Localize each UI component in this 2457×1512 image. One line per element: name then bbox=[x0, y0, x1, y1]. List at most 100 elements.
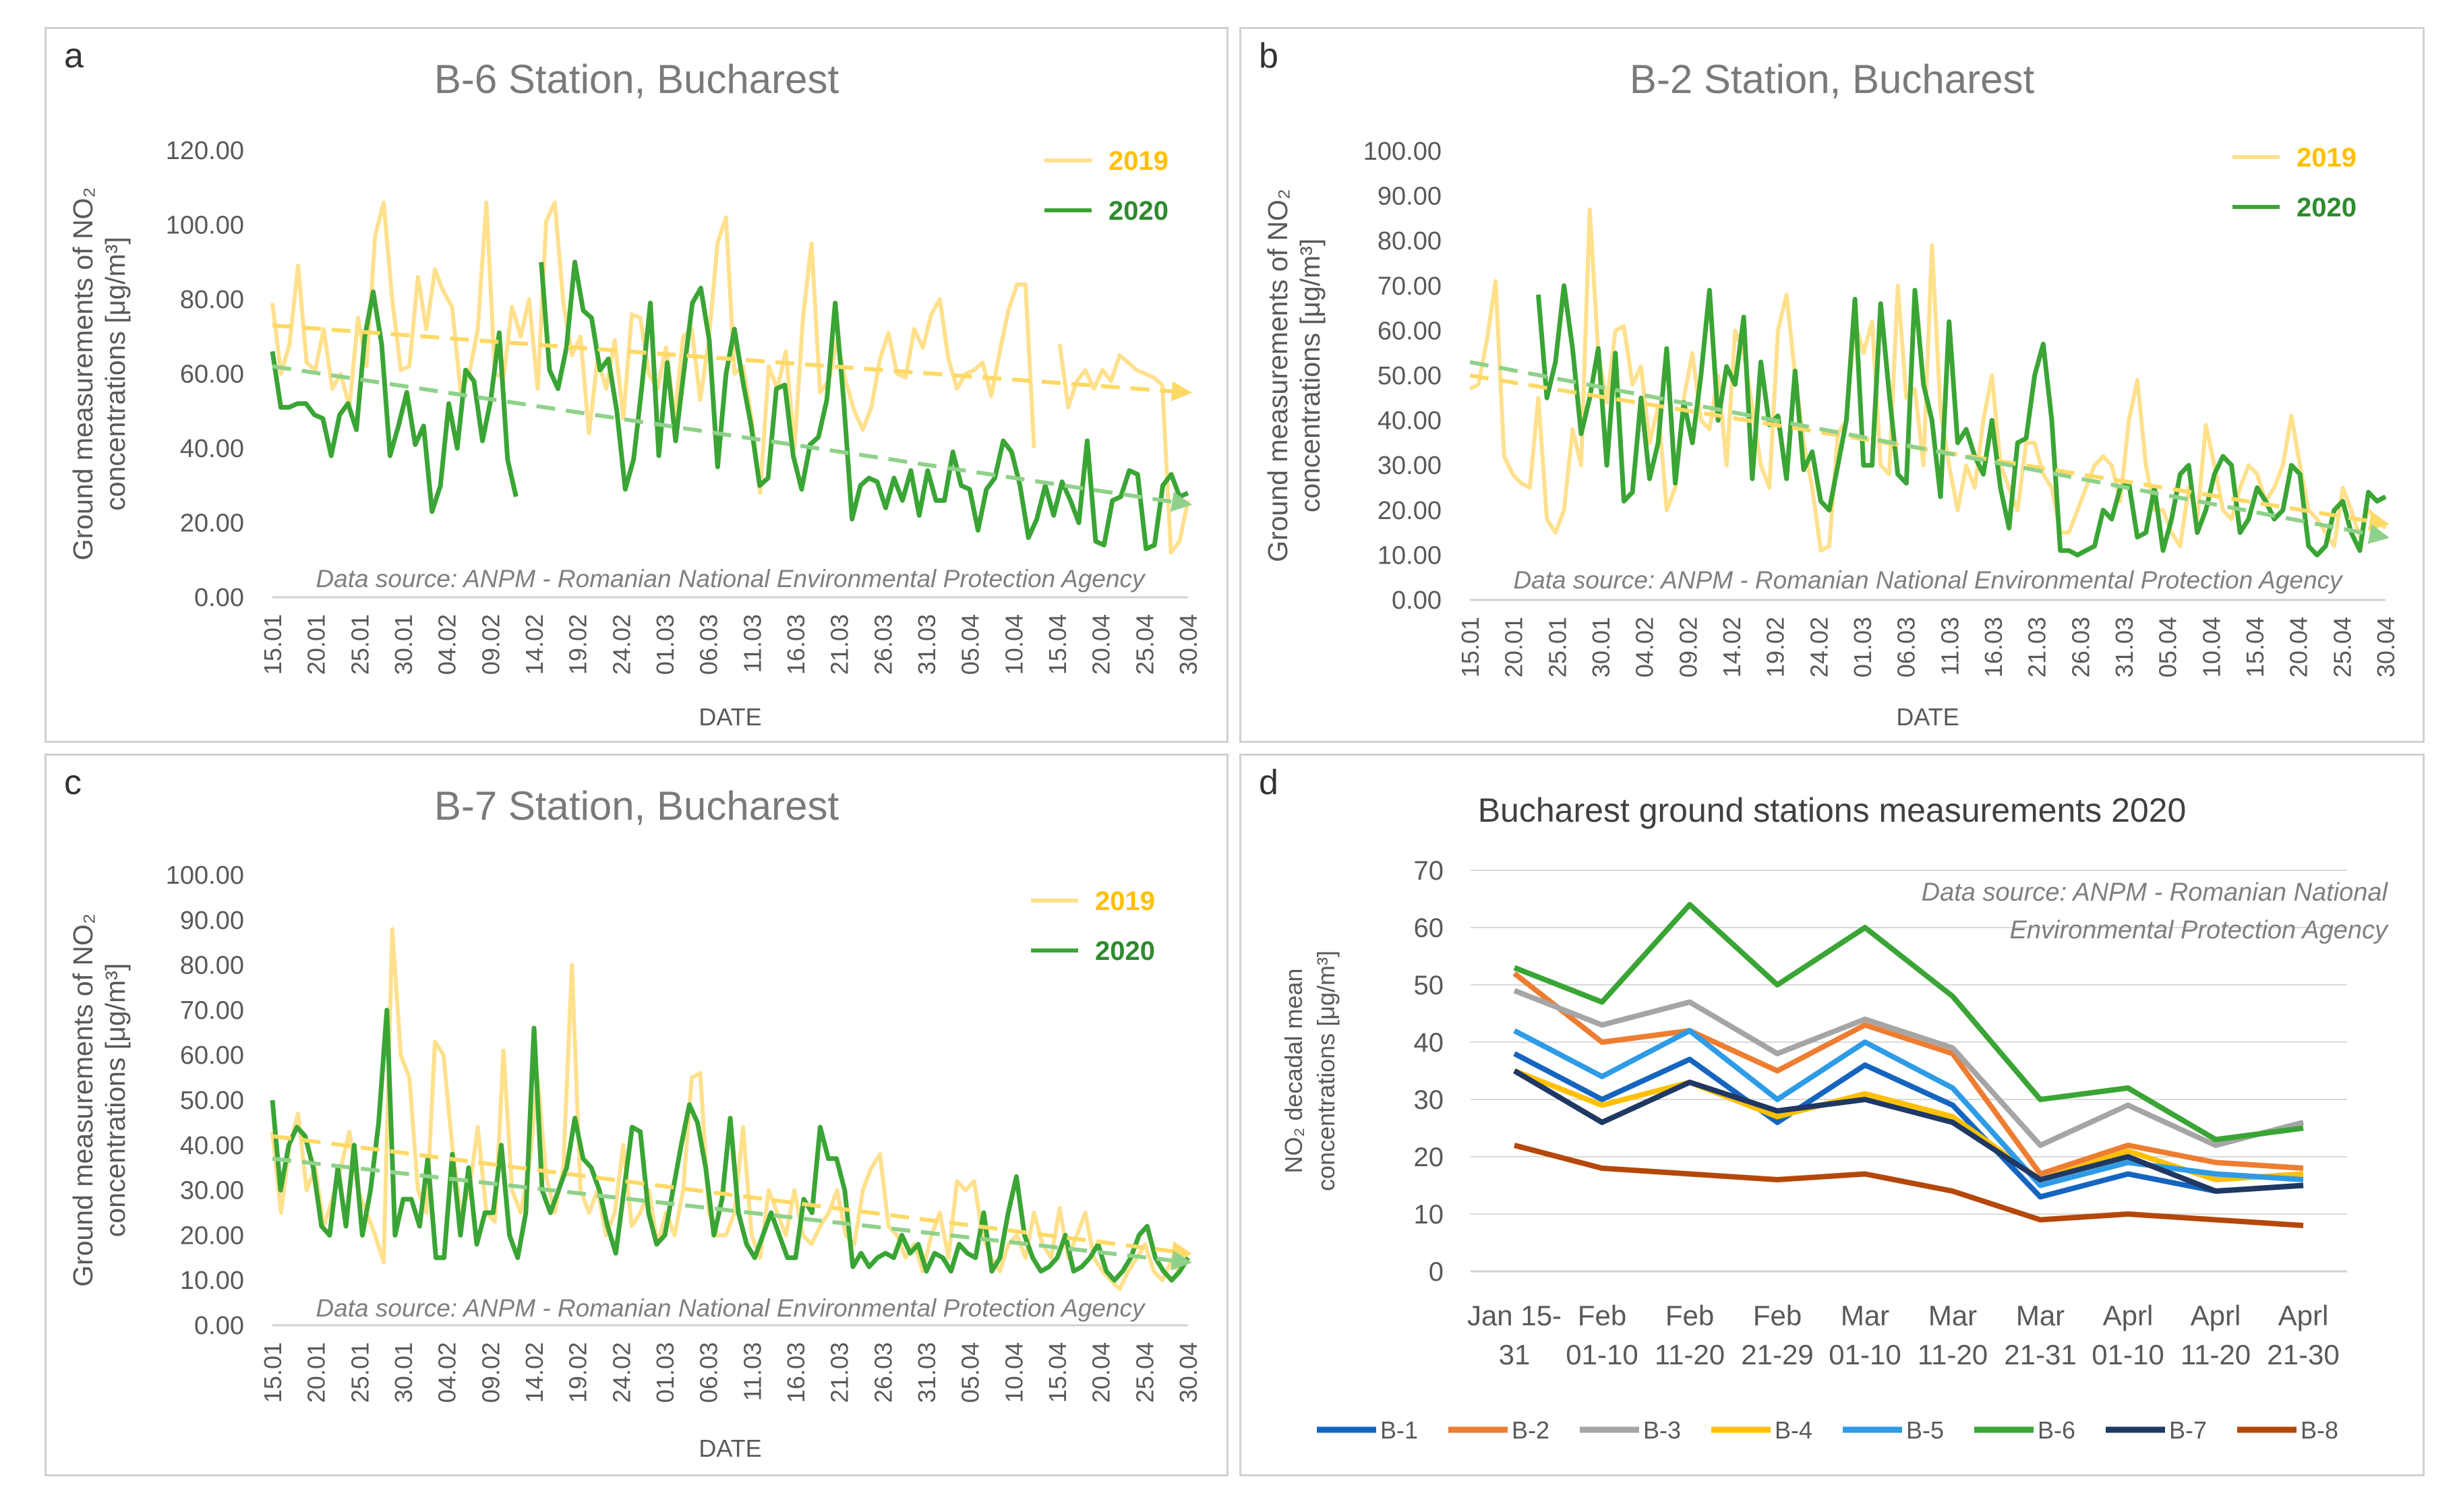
x-tick-label: Mar bbox=[2016, 1300, 2065, 1331]
x-tick-label: 25.04 bbox=[1131, 1342, 1158, 1403]
x-tick-label: 16.03 bbox=[782, 1342, 810, 1403]
x-tick-label: Mar bbox=[1928, 1300, 1977, 1331]
x-tick-label: 11.03 bbox=[738, 1342, 766, 1401]
y-tick-label: 40 bbox=[1414, 1028, 1444, 1058]
y-tick-label: 30.00 bbox=[180, 1177, 244, 1205]
legend-label-B-1: B-1 bbox=[1380, 1416, 1418, 1444]
y-axis-title: NO₂ decadal mean bbox=[1280, 968, 1307, 1173]
y-tick-label: 30.00 bbox=[1378, 452, 1442, 480]
legend-label-2019: 2019 bbox=[1095, 886, 1155, 916]
x-tick-label: 30.01 bbox=[390, 614, 417, 675]
series-line-B-2 bbox=[1512, 971, 2304, 1177]
y-tick-label: 20.00 bbox=[1378, 497, 1442, 525]
x-tick-label: 01-10 bbox=[1566, 1339, 1638, 1370]
x-tick-label: 01.03 bbox=[1849, 617, 1876, 677]
x-tick-label: 24.02 bbox=[1805, 617, 1833, 677]
legend-label-2020: 2020 bbox=[1095, 936, 1155, 966]
x-tick-label: 14.02 bbox=[521, 614, 548, 675]
x-tick-label: 30.04 bbox=[1175, 614, 1202, 675]
x-tick-label: 16.03 bbox=[1980, 617, 2007, 677]
x-tick-label: 26.03 bbox=[869, 1342, 897, 1403]
x-tick-label: 04.02 bbox=[1631, 617, 1659, 677]
trendline-2020 bbox=[1469, 360, 2390, 544]
legend-label-B-6: B-6 bbox=[2038, 1416, 2075, 1444]
x-tick-label: 15.01 bbox=[1456, 617, 1484, 677]
x-tick-label: 09.02 bbox=[1674, 617, 1702, 677]
series-line-2020 bbox=[270, 1007, 1190, 1283]
chart-title: B-2 Station, Bucharest bbox=[1629, 57, 2035, 102]
x-tick-label: 11.03 bbox=[1936, 617, 1963, 675]
chart-svg-c: 0.00 10.00 20.00 30.00 40.00 50.00 60.00 70.00 8… bbox=[67, 861, 1202, 1462]
data-source-note: Data source: ANPM - Romanian National En… bbox=[1513, 566, 2344, 594]
x-tick-label: 10.04 bbox=[1000, 614, 1028, 675]
x-tick-label: 21-29 bbox=[1741, 1339, 1813, 1370]
y-tick-label: 60.00 bbox=[1378, 317, 1442, 345]
chart-panel-d: d Bucharest ground stations measurements… bbox=[1239, 754, 2425, 1476]
trendline-2019 bbox=[272, 1134, 1192, 1261]
x-tick-label: 25.04 bbox=[1131, 614, 1158, 675]
panel-letter-a: a bbox=[64, 36, 84, 75]
x-tick-label: 21.03 bbox=[826, 614, 854, 675]
x-tick-label: 01.03 bbox=[651, 614, 679, 675]
series-line-B-4 bbox=[1513, 1068, 2304, 1182]
y-tick-label: 0.00 bbox=[1392, 586, 1442, 615]
chart-svg-d: 0 10 20 30 40 50 60 70 Jan 15- 31 Feb 01-10 Feb 11-20… bbox=[1280, 856, 2389, 1444]
x-tick-label: 30.04 bbox=[2372, 617, 2400, 677]
y-axis-title: concentrations [μg/m³] bbox=[1312, 950, 1340, 1191]
x-tick-label: 16.03 bbox=[782, 614, 810, 675]
y-axis-title: concentrations [μg/m³] bbox=[100, 963, 131, 1237]
x-axis-title: DATE bbox=[699, 703, 761, 731]
x-tick-label: Aprl bbox=[2103, 1300, 2154, 1331]
x-tick-label: 20.04 bbox=[1088, 1342, 1115, 1403]
x-tick-label: 21.03 bbox=[826, 1342, 854, 1403]
panel-letter-d: d bbox=[1259, 763, 1278, 802]
x-tick-label: 31.03 bbox=[2110, 617, 2138, 677]
y-tick-label: 90.00 bbox=[1378, 183, 1442, 211]
x-tick-label: 01-10 bbox=[1829, 1339, 1901, 1370]
y-tick-label: 60 bbox=[1414, 913, 1444, 943]
y-tick-label: 70 bbox=[1414, 856, 1444, 886]
x-tick-label: 31 bbox=[1499, 1339, 1531, 1370]
x-tick-label: 11-20 bbox=[2181, 1339, 2251, 1370]
x-tick-label: 14.02 bbox=[521, 1342, 548, 1403]
y-tick-label: 20.00 bbox=[180, 510, 244, 538]
y-tick-label: 40.00 bbox=[1378, 407, 1442, 435]
x-tick-label: 15.04 bbox=[1044, 614, 1071, 675]
x-tick-label: 06.03 bbox=[695, 1342, 723, 1403]
y-tick-label: 50.00 bbox=[180, 1087, 244, 1115]
x-tick-label: 01-10 bbox=[2092, 1339, 2164, 1370]
x-axis-title: DATE bbox=[699, 1434, 761, 1462]
panel-letter-b: b bbox=[1259, 36, 1278, 75]
y-tick-label: 80.00 bbox=[180, 286, 244, 314]
x-tick-label: 05.04 bbox=[957, 1342, 984, 1403]
x-tick-label: 21-31 bbox=[2004, 1339, 2076, 1370]
x-tick-label: 20.01 bbox=[303, 1342, 330, 1403]
y-tick-label: 50.00 bbox=[1378, 362, 1442, 390]
y-tick-label: 70.00 bbox=[1378, 272, 1442, 301]
x-tick-label: 20.04 bbox=[2285, 617, 2313, 677]
legend-label-B-4: B-4 bbox=[1775, 1416, 1812, 1444]
y-tick-label: 100.00 bbox=[166, 212, 244, 240]
y-tick-label: 80.00 bbox=[1378, 227, 1442, 255]
y-axis-title: Ground measurements of NO₂ bbox=[67, 913, 98, 1287]
series-line-B-8 bbox=[1513, 1143, 2304, 1228]
y-tick-label: 70.00 bbox=[180, 996, 244, 1025]
legend-label-2020: 2020 bbox=[1108, 196, 1168, 226]
x-tick-label: 30.04 bbox=[1175, 1342, 1202, 1403]
series-line-2020 bbox=[1536, 283, 2387, 557]
series-line-2020 bbox=[270, 260, 1189, 551]
x-axis-title: DATE bbox=[1896, 703, 1959, 731]
chart-title: Bucharest ground stations measurements 2… bbox=[1477, 791, 2187, 829]
x-tick-label: 05.04 bbox=[2154, 617, 2182, 677]
x-tick-label: 31.03 bbox=[913, 1342, 941, 1403]
x-tick-label: 11-20 bbox=[1918, 1339, 1988, 1370]
x-tick-label: 25.04 bbox=[2328, 617, 2356, 677]
x-tick-label: 15.01 bbox=[259, 1342, 287, 1403]
chart-title: B-6 Station, Bucharest bbox=[434, 57, 839, 102]
y-tick-label: 10.00 bbox=[180, 1267, 244, 1295]
y-tick-label: 100.00 bbox=[1363, 138, 1442, 166]
y-axis-title: concentrations [μg/m³] bbox=[1295, 239, 1326, 512]
x-tick-label: 31.03 bbox=[913, 614, 941, 675]
x-tick-label: 20.01 bbox=[303, 614, 330, 675]
x-tick-label: Aprl bbox=[2278, 1300, 2329, 1331]
